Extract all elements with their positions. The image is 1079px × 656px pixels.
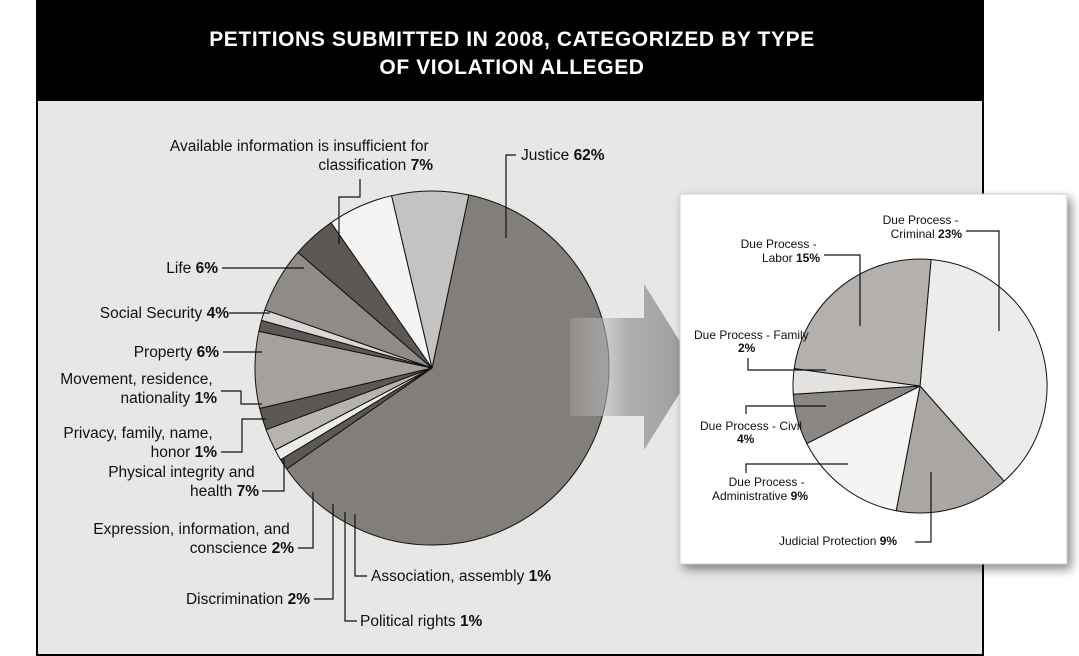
label-social: Social Security 4%	[100, 305, 229, 322]
inset-pie-leaders	[745, 230, 1000, 543]
leader-political	[344, 512, 357, 622]
label-movement: Movement, residence, nationality 1%	[60, 371, 217, 407]
chart-title-line-1: PETITIONS SUBMITTED IN 2008, CATEGORIZED…	[209, 28, 815, 51]
slice-criminal	[919, 258, 1048, 482]
label-life: Life 6%	[166, 260, 218, 277]
inset-pie-labels: Due Process - Criminal 23% Due Process -…	[694, 213, 962, 548]
leader-family	[747, 358, 826, 371]
leader-civil	[745, 405, 826, 414]
leader-discrimination	[314, 504, 334, 600]
leader-physical	[262, 459, 285, 492]
label-property: Property 6%	[134, 344, 220, 361]
title-bar	[38, 2, 982, 101]
label-insufficient: Available information is insufficient fo…	[170, 138, 433, 174]
leader-judicial	[915, 472, 932, 543]
slice-justice	[286, 194, 610, 546]
label-labor: Due Process - Labor 15%	[741, 237, 821, 265]
main-pie	[254, 190, 610, 546]
label-justice: Justice 62%	[521, 147, 605, 164]
drilldown-arrow	[570, 284, 696, 450]
label-civil: Due Process - Civil 4%	[700, 419, 805, 446]
label-administrative: Due Process - Administrative 9%	[712, 475, 808, 503]
chart-title-line-2: OF VIOLATION ALLEGED	[379, 56, 644, 79]
label-privacy: Privacy, family, name, honor 1%	[63, 425, 217, 461]
main-pie-labels: Justice 62% Available information is ins…	[60, 138, 605, 630]
leader-expression	[298, 492, 314, 549]
leader-privacy	[221, 418, 266, 453]
label-political: Political rights 1%	[360, 613, 483, 630]
leader-justice	[505, 154, 516, 238]
leader-association	[354, 514, 367, 577]
label-criminal: Due Process - Criminal 23%	[883, 213, 963, 241]
main-pie-leaders	[221, 154, 516, 622]
label-association: Association, assembly 1%	[371, 568, 551, 585]
leader-criminal	[966, 230, 1000, 331]
inset-pie	[792, 258, 1048, 514]
label-physical: Physical integrity and health 7%	[108, 464, 259, 500]
slice-insufficient	[391, 190, 470, 369]
slice-administrative	[806, 385, 921, 512]
label-family: Due Process - Family 2%	[694, 328, 812, 355]
label-discrimination: Discrimination 2%	[186, 591, 310, 608]
leader-insufficient	[338, 179, 361, 244]
label-judicial: Judicial Protection 9%	[779, 534, 897, 548]
leader-administrative	[745, 463, 848, 473]
leader-movement	[221, 390, 262, 405]
leader-labor	[824, 254, 861, 326]
slice-judicial	[895, 385, 1005, 514]
label-expression: Expression, information, and conscience …	[93, 521, 294, 557]
slice-labor	[793, 258, 932, 387]
